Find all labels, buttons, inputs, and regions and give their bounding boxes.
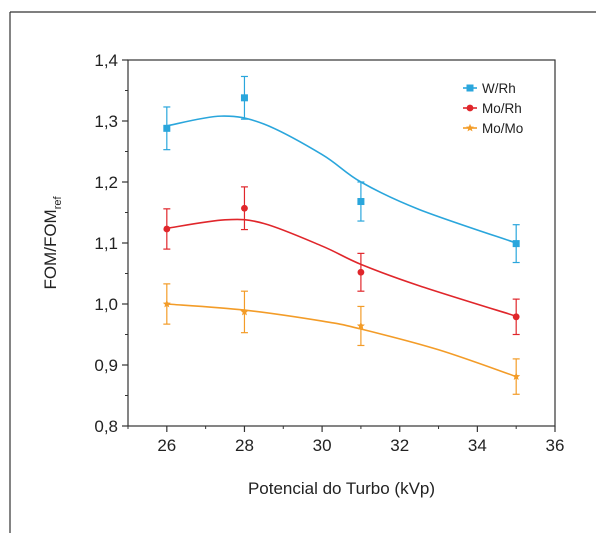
data-point-mo-rh xyxy=(512,313,520,321)
y-axis-label-main: FOM/FOM xyxy=(41,209,60,289)
error-bars xyxy=(163,75,520,395)
y-tick-label: 1,1 xyxy=(94,234,118,253)
data-point-mo-rh xyxy=(241,204,248,212)
legend-marker-mo-mo xyxy=(466,123,474,132)
legend-label-w-rh: W/Rh xyxy=(482,81,516,96)
legend-marker-w-rh xyxy=(466,84,474,92)
x-tick-label: 36 xyxy=(546,436,565,455)
data-point-w-rh xyxy=(357,198,365,206)
x-tick-label: 30 xyxy=(313,436,332,455)
legend-label-mo-mo: Mo/Mo xyxy=(482,121,523,136)
x-tick-label: 34 xyxy=(468,436,487,455)
y-axis-label: FOM/FOMref xyxy=(41,196,64,290)
data-point-mo-rh xyxy=(357,268,365,276)
data-points xyxy=(162,94,521,380)
x-tick-label: 28 xyxy=(235,436,254,455)
data-point-mo-mo xyxy=(162,299,171,308)
fit-curve-mo-rh xyxy=(166,218,517,317)
x-tick-label: 32 xyxy=(390,436,409,455)
data-point-w-rh xyxy=(512,240,520,248)
y-tick-label: 0,8 xyxy=(94,417,118,436)
y-tick-label: 1,2 xyxy=(94,173,118,192)
y-axis: 0,8 0,9 1,0 1,1 1,2 1,3 1,4 xyxy=(94,51,128,436)
legend-marker-mo-rh xyxy=(466,104,474,112)
data-point-mo-rh xyxy=(163,225,171,233)
fit-curve-mo-mo xyxy=(166,303,517,378)
data-point-w-rh xyxy=(163,124,171,132)
fit-curves xyxy=(166,115,517,378)
y-axis-label-subscript: ref xyxy=(52,196,64,210)
y-tick-label: 1,3 xyxy=(94,112,118,131)
legend-label-mo-rh: Mo/Rh xyxy=(482,101,522,116)
data-point-w-rh xyxy=(240,94,248,102)
data-point-mo-mo xyxy=(240,307,249,316)
y-tick-label: 1,4 xyxy=(94,51,118,70)
fit-curve-w-rh xyxy=(166,115,517,244)
data-point-mo-mo xyxy=(356,321,365,330)
y-tick-label: 0,9 xyxy=(94,356,118,375)
x-axis: 26 28 30 32 34 36 xyxy=(127,426,565,455)
y-tick-label: 1,0 xyxy=(94,295,118,314)
legend: W/Rh Mo/Rh Mo/Mo xyxy=(463,81,523,136)
x-axis-label: Potencial do Turbo (kVp) xyxy=(248,479,435,498)
data-point-mo-mo xyxy=(512,372,521,380)
x-tick-label: 26 xyxy=(157,436,176,455)
